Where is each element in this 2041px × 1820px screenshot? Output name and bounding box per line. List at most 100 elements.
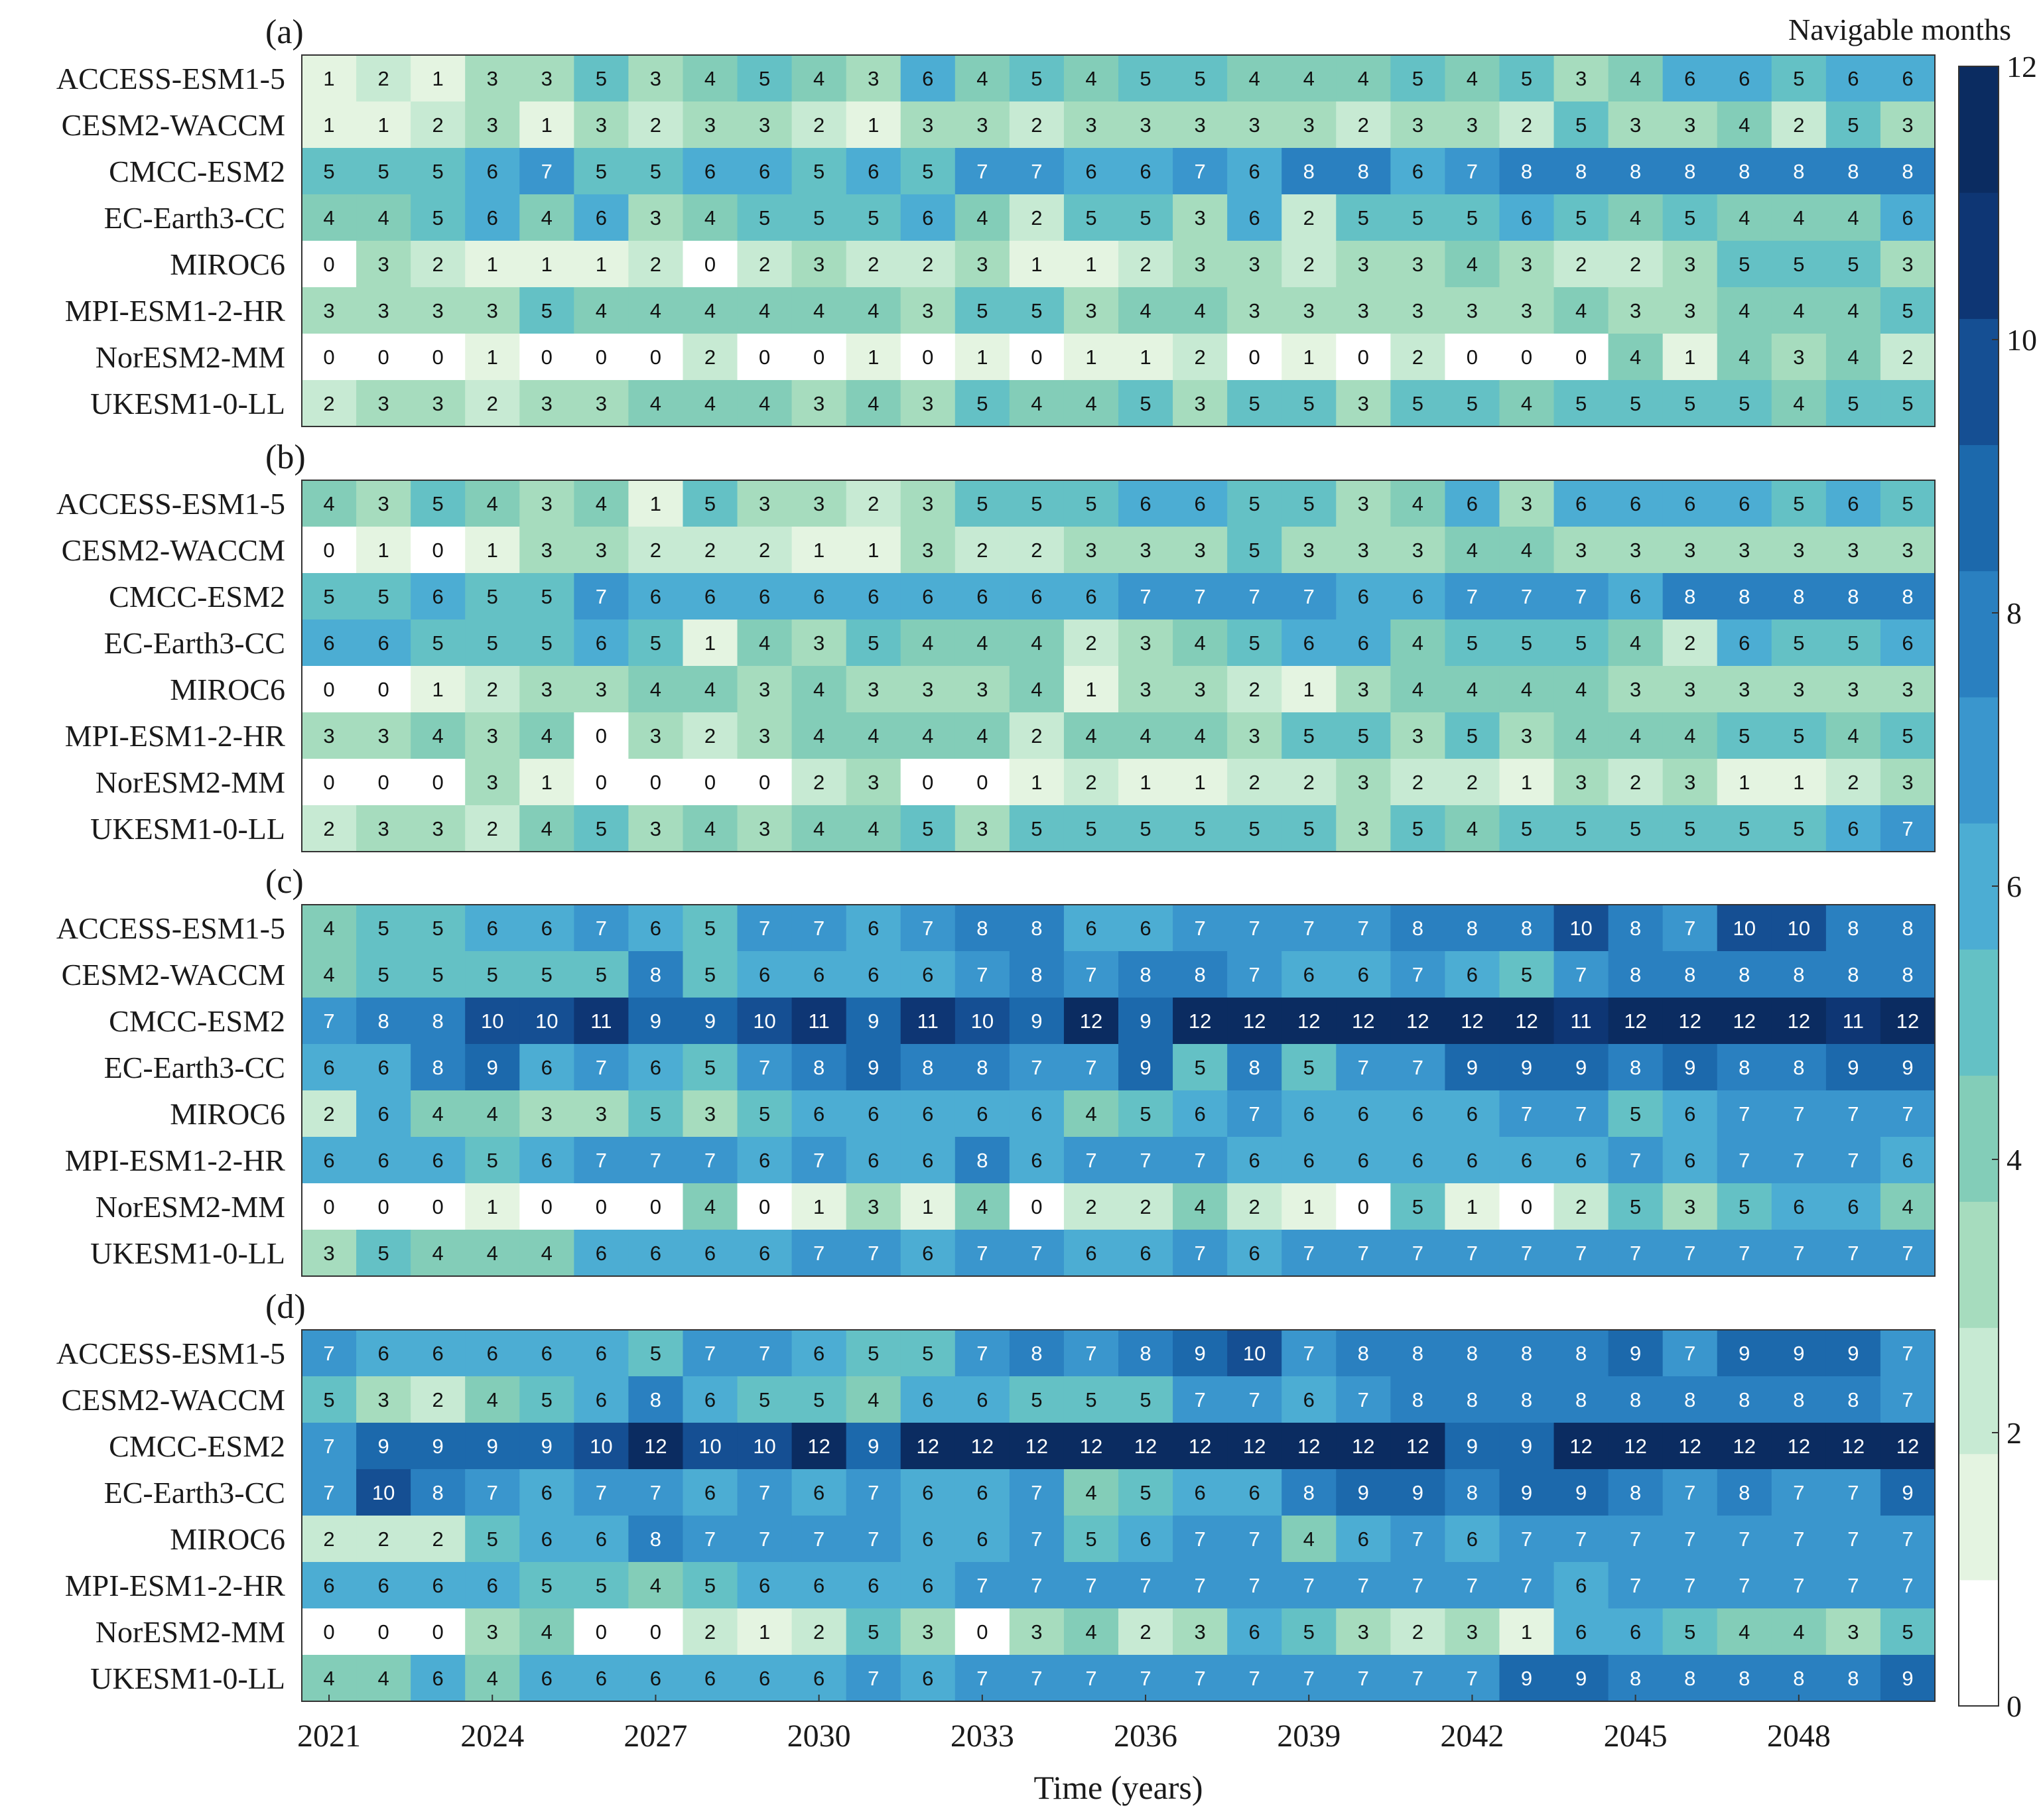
cell-value-label: 7 xyxy=(1031,1574,1042,1597)
heatmap-cell xyxy=(1282,334,1337,380)
heatmap-cell xyxy=(683,55,738,101)
heatmap-cell xyxy=(900,101,956,148)
colorbar-segment xyxy=(1959,1579,1999,1707)
heatmap-cell xyxy=(1282,951,1337,998)
cell-value-label: 5 xyxy=(1575,817,1587,840)
heatmap-cell xyxy=(1499,1044,1555,1090)
cell-value-label: 4 xyxy=(1085,1102,1096,1126)
heatmap-cell xyxy=(411,1044,466,1090)
cell-value-label: 6 xyxy=(1358,585,1369,608)
cell-value-label: 12 xyxy=(1678,1435,1701,1458)
cell-value-label: 6 xyxy=(650,1056,661,1079)
heatmap-cell xyxy=(1009,1562,1065,1608)
cell-value-label: 8 xyxy=(1847,160,1859,183)
heatmap-cell xyxy=(1717,1423,1772,1469)
heatmap-cell xyxy=(846,194,901,241)
heatmap-cell xyxy=(628,1090,684,1137)
cell-value-label: 7 xyxy=(759,1528,770,1551)
cell-value-label: 6 xyxy=(1085,160,1096,183)
heatmap-cell xyxy=(1009,1376,1065,1423)
heatmap-cell xyxy=(900,666,956,712)
cell-value-label: 3 xyxy=(1358,1620,1369,1644)
heatmap-cell xyxy=(846,1044,901,1090)
heatmap-cell xyxy=(955,951,1010,998)
cell-value-label: 6 xyxy=(596,1388,607,1411)
heatmap-cell xyxy=(1173,712,1228,759)
cell-value-label: 5 xyxy=(1847,392,1859,415)
heatmap-cell xyxy=(1445,480,1500,527)
heatmap-cell xyxy=(1717,998,1772,1044)
heatmap-cell xyxy=(1880,1090,1936,1137)
cell-value-label: 4 xyxy=(1847,346,1859,369)
heatmap-cell xyxy=(1063,287,1119,334)
cell-value-label: 12 xyxy=(644,1435,667,1458)
cell-value-label: 7 xyxy=(1847,1528,1859,1551)
cell-value-label: 7 xyxy=(1902,1388,1913,1411)
cell-value-label: 6 xyxy=(759,1574,770,1597)
heatmap-cell xyxy=(1227,1469,1282,1516)
cell-value-label: 6 xyxy=(1358,1102,1369,1126)
heatmap-cell xyxy=(1499,1137,1555,1183)
cell-value-label: 8 xyxy=(1521,1342,1532,1365)
heatmap-cell xyxy=(1771,1516,1827,1562)
heatmap-cell xyxy=(411,1469,466,1516)
cell-value-label: 5 xyxy=(1575,113,1587,137)
cell-value-label: 6 xyxy=(1031,585,1042,608)
cell-value-label: 3 xyxy=(1194,392,1205,415)
heatmap-cell xyxy=(1282,1376,1337,1423)
heatmap-cell xyxy=(1717,666,1772,712)
cell-value-label: 6 xyxy=(487,1342,498,1365)
cell-value-label: 1 xyxy=(1085,678,1096,701)
cell-value-label: 6 xyxy=(1303,963,1315,986)
heatmap-cell xyxy=(574,805,629,852)
heatmap-cell xyxy=(465,1376,520,1423)
heatmap-cell xyxy=(1118,1562,1173,1608)
cell-value-label: 12 xyxy=(1080,1009,1102,1033)
colorbar-segment xyxy=(1959,318,1999,446)
cell-value-label: 5 xyxy=(1467,724,1478,748)
cell-value-label: 3 xyxy=(650,206,661,229)
cell-value-label: 8 xyxy=(1902,160,1913,183)
cell-value-label: 6 xyxy=(541,1481,553,1504)
cell-value-label: 7 xyxy=(1467,1574,1478,1597)
cell-value-label: 7 xyxy=(1249,917,1260,940)
cell-value-label: 3 xyxy=(922,539,933,562)
cell-value-label: 4 xyxy=(487,1102,498,1126)
cell-value-label: 11 xyxy=(1843,1009,1864,1033)
cell-value-label: 3 xyxy=(868,771,879,794)
cell-value-label: 6 xyxy=(922,1481,933,1504)
heatmap-cell xyxy=(574,527,629,573)
cell-value-label: 6 xyxy=(377,1102,389,1126)
heatmap-cell xyxy=(1445,287,1500,334)
cell-value-label: 6 xyxy=(1902,206,1913,229)
cell-value-label: 12 xyxy=(1406,1009,1429,1033)
heatmap-cell xyxy=(1825,1183,1881,1230)
cell-value-label: 5 xyxy=(1303,1056,1315,1079)
cell-value-label: 4 xyxy=(1412,678,1423,701)
heatmap-cell xyxy=(1499,573,1555,619)
cell-value-label: 4 xyxy=(704,67,716,90)
heatmap-cell xyxy=(683,573,738,619)
heatmap-cell xyxy=(574,619,629,666)
heatmap-cell xyxy=(737,1090,793,1137)
heatmap-cell xyxy=(1499,380,1555,426)
heatmap-cell xyxy=(683,666,738,712)
cell-value-label: 4 xyxy=(596,492,607,515)
heatmap-cell xyxy=(1009,1183,1065,1230)
cell-value-label: 7 xyxy=(1847,1481,1859,1504)
heatmap-cell xyxy=(1063,380,1119,426)
colorbar-segment xyxy=(1959,696,1999,824)
heatmap-cell xyxy=(1227,619,1282,666)
heatmap-cell xyxy=(1390,1469,1445,1516)
cell-value-label: 8 xyxy=(650,1528,661,1551)
heatmap-cell xyxy=(1336,1330,1391,1376)
cell-value-label: 0 xyxy=(1575,346,1587,369)
heatmap-cell xyxy=(628,1608,684,1655)
heatmap-cell xyxy=(1445,55,1500,101)
cell-value-label: 12 xyxy=(1080,1435,1102,1458)
cell-value-label: 7 xyxy=(1467,1667,1478,1690)
heatmap-cell xyxy=(1063,194,1119,241)
cell-value-label: 6 xyxy=(1412,1149,1423,1172)
heatmap-cell xyxy=(519,1183,574,1230)
cell-value-label: 5 xyxy=(1031,299,1042,322)
